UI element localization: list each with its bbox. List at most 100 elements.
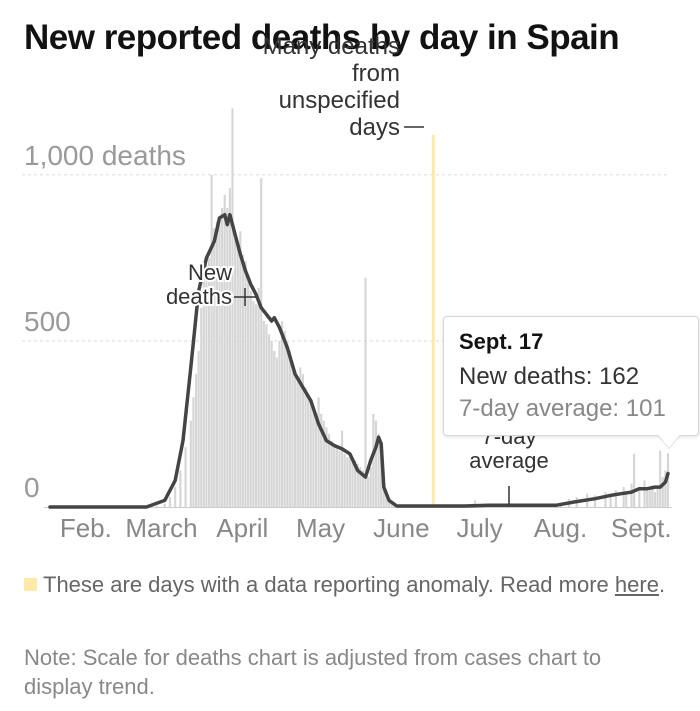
data-bar xyxy=(335,447,338,507)
data-bar xyxy=(473,500,477,507)
data-bar xyxy=(155,506,159,507)
data-bar xyxy=(330,440,333,507)
chart-title: New reported deaths by day in Spain xyxy=(24,18,620,57)
data-bar xyxy=(257,287,260,507)
data-bar xyxy=(228,188,232,507)
data-bar xyxy=(174,487,177,507)
data-bar xyxy=(377,433,380,507)
data-bar xyxy=(231,108,234,508)
data-bar xyxy=(653,492,657,507)
x-tick-label: May xyxy=(296,513,345,543)
data-bar xyxy=(247,274,250,507)
data-bar xyxy=(374,420,378,507)
data-bar xyxy=(280,320,284,507)
data-bar xyxy=(382,487,385,507)
data-bar xyxy=(275,357,278,507)
x-tick-label: April xyxy=(216,513,268,543)
anomaly-swatch xyxy=(24,578,37,591)
data-bar xyxy=(226,208,229,508)
data-bar xyxy=(286,340,289,507)
data-bar xyxy=(213,227,216,507)
data-bar xyxy=(260,178,263,507)
data-bar xyxy=(643,480,646,507)
data-bar xyxy=(249,291,252,507)
data-bar xyxy=(385,493,388,507)
data-bar xyxy=(325,427,328,507)
read-more-link[interactable]: here xyxy=(614,572,659,597)
unspecified-days-label: Many deaths xyxy=(263,33,400,60)
data-bar xyxy=(283,330,286,507)
data-bar xyxy=(265,324,268,507)
data-bar xyxy=(661,477,664,507)
data-bar xyxy=(364,277,367,507)
y-tick-label: 500 xyxy=(24,306,71,337)
data-bar xyxy=(234,237,237,507)
anomaly-marker xyxy=(431,134,435,507)
data-bar xyxy=(593,495,597,507)
x-tick-label: March xyxy=(125,513,197,543)
data-bar xyxy=(648,490,651,507)
tooltip-date: Sept. 17 xyxy=(459,329,544,354)
data-bar xyxy=(359,467,362,507)
data-bar xyxy=(633,453,636,507)
data-bar xyxy=(270,340,273,507)
data-bar xyxy=(221,208,224,508)
data-bar xyxy=(215,221,218,507)
data-bar xyxy=(210,174,213,507)
average-line xyxy=(48,212,670,509)
data-bar xyxy=(340,430,344,507)
data-bar xyxy=(236,244,239,507)
new-deaths-label: deaths xyxy=(166,284,232,309)
data-bar xyxy=(189,420,192,507)
data-bar xyxy=(296,380,299,507)
x-tick-label: Feb. xyxy=(60,513,112,543)
new-deaths-label: New xyxy=(188,260,232,285)
data-bar xyxy=(622,487,625,507)
unspecified-days-label: unspecified xyxy=(279,87,400,114)
data-bar xyxy=(614,490,617,507)
data-bar xyxy=(651,485,654,507)
data-bar xyxy=(202,277,205,507)
data-bar xyxy=(179,470,182,507)
anomaly-legend: These are days with a data reporting ano… xyxy=(24,570,674,599)
data-bar xyxy=(223,194,226,507)
data-bar xyxy=(307,394,310,507)
data-bar xyxy=(197,350,200,507)
data-bar xyxy=(625,493,628,507)
data-bar xyxy=(218,218,221,507)
deaths-chart: 0 500 1,000 deaths Feb. March April May June Jul… xyxy=(22,33,672,543)
data-bar xyxy=(278,340,281,507)
data-bar xyxy=(356,463,359,507)
data-bar xyxy=(327,433,331,507)
data-bar xyxy=(353,460,357,507)
x-tick-label: July xyxy=(456,513,502,543)
unspecified-days-label: from xyxy=(352,60,400,87)
data-bar xyxy=(194,374,198,507)
data-bar xyxy=(664,470,667,507)
data-bar xyxy=(205,264,208,507)
data-bar xyxy=(239,231,242,507)
data-bar xyxy=(192,397,195,507)
data-bar xyxy=(343,453,346,507)
data-tooltip: Sept. 17 New deaths: 162 7-day average: … xyxy=(443,316,699,436)
data-bar xyxy=(304,387,307,507)
data-bar xyxy=(163,503,166,507)
data-bar xyxy=(252,301,255,507)
data-bar xyxy=(299,367,302,507)
y-tick-label: 0 xyxy=(24,472,40,503)
data-bar xyxy=(656,488,659,507)
data-bar xyxy=(369,467,372,507)
data-bar xyxy=(338,450,341,507)
x-tick-label: Sept. xyxy=(611,513,672,543)
data-bar xyxy=(609,497,612,507)
data-bar xyxy=(367,477,370,507)
y-tick-label: 1,000 deaths xyxy=(24,140,186,171)
data-bar xyxy=(390,503,393,507)
data-bar xyxy=(361,470,365,507)
data-bar xyxy=(207,257,211,507)
data-bar xyxy=(184,447,187,507)
data-bar xyxy=(291,360,294,507)
data-bar xyxy=(288,350,291,507)
data-bar xyxy=(333,443,336,507)
data-bar xyxy=(312,407,315,507)
